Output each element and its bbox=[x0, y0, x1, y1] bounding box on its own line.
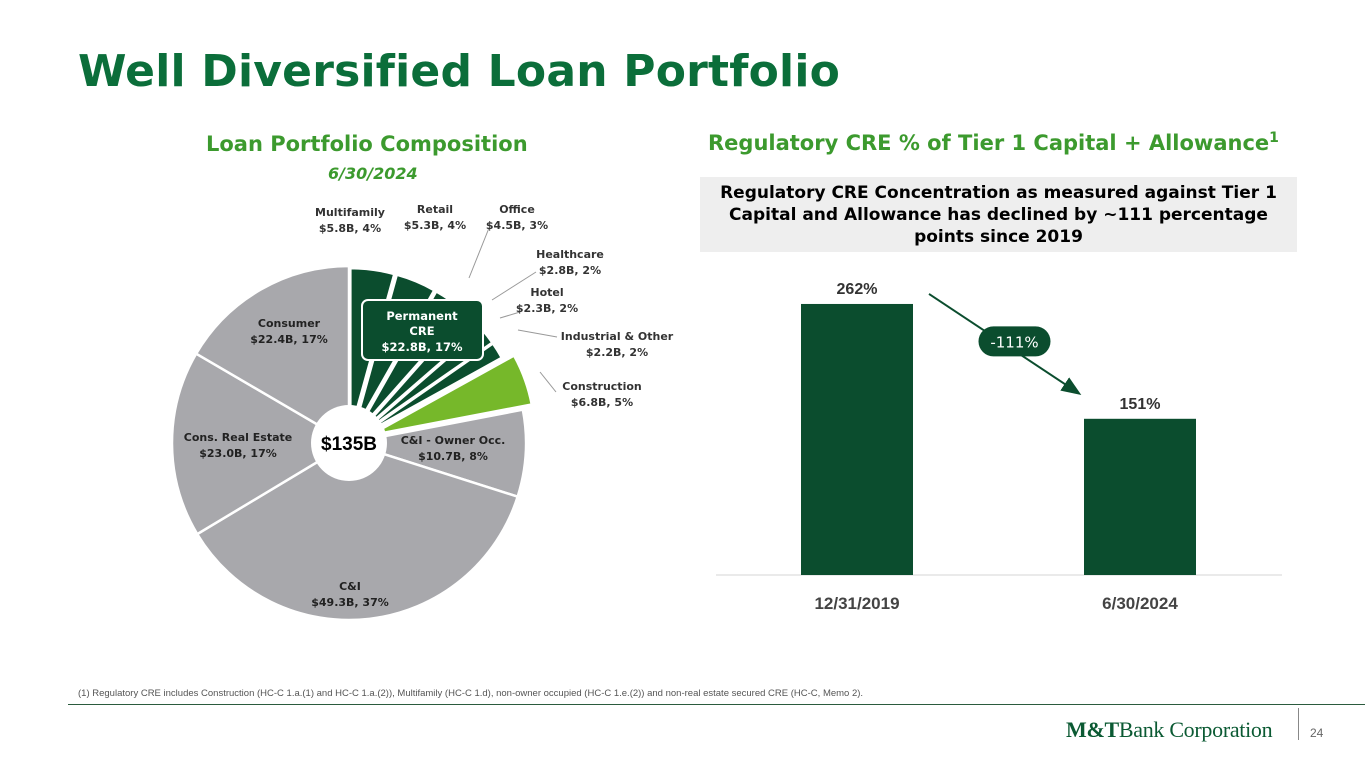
pie-slice-construction bbox=[369, 353, 534, 437]
pie-label-healthcare: Healthcare bbox=[536, 248, 604, 261]
pie-value-hotel: $2.3B, 2% bbox=[516, 302, 578, 315]
bar-category-label-12-31-2019: 12/31/2019 bbox=[814, 594, 899, 613]
permanent-cre-label-1: Permanent bbox=[386, 309, 458, 323]
pie-leader-hotel bbox=[499, 311, 521, 319]
callout-text: Regulatory CRE Concentration as measured… bbox=[720, 182, 1277, 247]
pie-leader-industrial-other bbox=[517, 329, 558, 338]
bar-category-label-6-30-2024: 6/30/2024 bbox=[1102, 594, 1178, 613]
pie-value-multifamily: $5.8B, 4% bbox=[319, 222, 381, 235]
pie-label-retail: Retail bbox=[417, 203, 453, 216]
pie-value-retail: $5.3B, 4% bbox=[404, 219, 466, 232]
pie-center-label: $135B bbox=[321, 434, 377, 455]
bar-value-label-6-30-2024: 151% bbox=[1120, 396, 1161, 413]
bar-chart-title: Regulatory CRE % of Tier 1 Capital + All… bbox=[708, 130, 1279, 155]
pie-center-hole bbox=[311, 405, 387, 481]
pie-label-construction: Construction bbox=[562, 380, 641, 393]
pie-chart-date: 6/30/2024 bbox=[328, 164, 418, 183]
pie-value-construction: $6.8B, 5% bbox=[571, 396, 633, 409]
page-title: Well Diversified Loan Portfolio bbox=[78, 46, 841, 97]
pie-chart-title: Loan Portfolio Composition bbox=[206, 132, 528, 156]
pie-value-c-i-owner-occ: $10.7B, 8% bbox=[418, 450, 488, 463]
bar-12-31-2019 bbox=[801, 303, 913, 575]
pie-label-consumer: Consumer bbox=[258, 317, 321, 330]
permanent-cre-callout bbox=[361, 299, 484, 361]
bar-value-label-12-31-2019: 262% bbox=[837, 281, 878, 298]
pie-value-cons-real-estate: $23.0B, 17% bbox=[199, 447, 277, 460]
pie-value-consumer: $22.4B, 17% bbox=[250, 333, 328, 346]
pie-value-office: $4.5B, 3% bbox=[486, 219, 548, 232]
pie-slice-cons-real-estate bbox=[170, 351, 352, 536]
page-number: 24 bbox=[1310, 726, 1324, 740]
footnote: (1) Regulatory CRE includes Construction… bbox=[78, 688, 864, 699]
callout-box: Regulatory CRE Concentration as measured… bbox=[700, 177, 1297, 252]
pie-leader-office bbox=[468, 227, 490, 279]
pie-label-multifamily: Multifamily bbox=[315, 206, 385, 219]
footnote-marker: 1 bbox=[1269, 130, 1279, 146]
pie-value-c-i: $49.3B, 37% bbox=[311, 596, 389, 609]
bar-chart-title-text: Regulatory CRE % of Tier 1 Capital + All… bbox=[708, 131, 1270, 155]
pie-leader-construction bbox=[539, 371, 557, 393]
pie-value-healthcare: $2.8B, 2% bbox=[539, 264, 601, 277]
pie-label-industrial-other: Industrial & Other bbox=[561, 330, 674, 343]
company-logo: M&TBank Corporation bbox=[1066, 717, 1273, 743]
pie-leader-healthcare bbox=[491, 271, 537, 301]
logo-text: Bank Corporation bbox=[1118, 717, 1273, 742]
change-badge bbox=[978, 326, 1051, 357]
permanent-cre-label-2: CRE bbox=[409, 324, 434, 338]
pie-label-c-i: C&I bbox=[339, 580, 361, 593]
pie-label-office: Office bbox=[499, 203, 535, 216]
bar-6-30-2024 bbox=[1084, 418, 1196, 575]
pie-label-cons-real-estate: Cons. Real Estate bbox=[184, 431, 292, 444]
pie-label-hotel: Hotel bbox=[530, 286, 563, 299]
logo-mark: M&T bbox=[1066, 717, 1119, 742]
permanent-cre-value: $22.8B, 17% bbox=[381, 340, 463, 354]
pie-value-industrial-other: $2.2B, 2% bbox=[586, 346, 648, 359]
change-badge-label: -111% bbox=[990, 333, 1038, 351]
pie-label-c-i-owner-occ: C&I - Owner Occ. bbox=[401, 434, 506, 447]
footer-rule bbox=[68, 704, 1365, 705]
pie-slice-consumer bbox=[194, 264, 351, 446]
pie-slice-industrial-other bbox=[356, 341, 504, 439]
permanent-cre-box bbox=[361, 299, 484, 361]
logo-separator bbox=[1298, 708, 1299, 740]
